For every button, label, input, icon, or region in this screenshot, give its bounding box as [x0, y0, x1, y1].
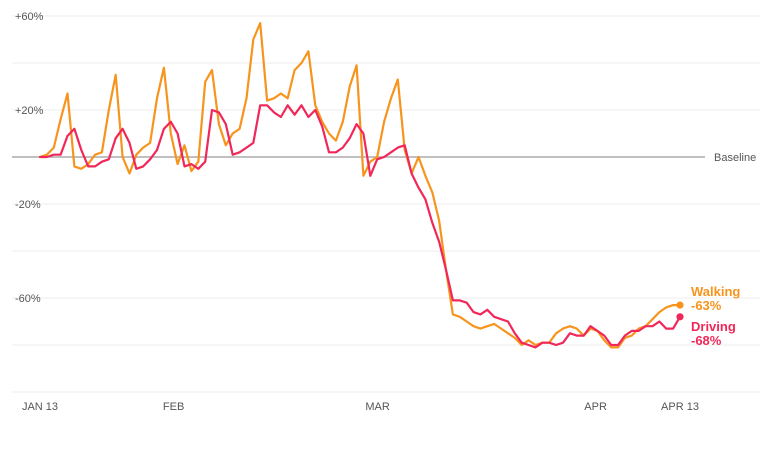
walking-end-value-label: -63% [691, 298, 722, 313]
end-labels: Walking-63% Driving-68% [691, 284, 740, 348]
series-layer [38, 22, 684, 349]
baseline: Baseline [12, 152, 756, 164]
walking-end-point [676, 301, 684, 309]
y-tick-label: +20% [15, 105, 44, 117]
walking-end-label: Walking [691, 284, 740, 299]
x-tick-labels: JAN 13 FEB MAR APR APR 13 [22, 401, 699, 413]
y-tick-label: -60% [15, 293, 41, 305]
driving-end-value-label: -68% [691, 333, 722, 348]
driving-end-label: Driving [691, 319, 736, 334]
x-tick-label: JAN 13 [22, 401, 58, 413]
driving-series-line [38, 104, 682, 349]
x-tick-label: FEB [163, 401, 184, 413]
x-tick-label: APR 13 [661, 401, 699, 413]
baseline-label: Baseline [714, 152, 756, 164]
x-tick-label: APR [584, 401, 607, 413]
y-tick-label: +60% [15, 11, 44, 23]
y-tick-labels: +60% +20% -20% -60% [15, 11, 44, 305]
y-tick-label: -20% [15, 199, 41, 211]
x-tick-label: MAR [365, 401, 390, 413]
driving-end-point [676, 313, 684, 321]
walking-series-line [38, 22, 682, 349]
grid-layer [12, 15, 760, 393]
